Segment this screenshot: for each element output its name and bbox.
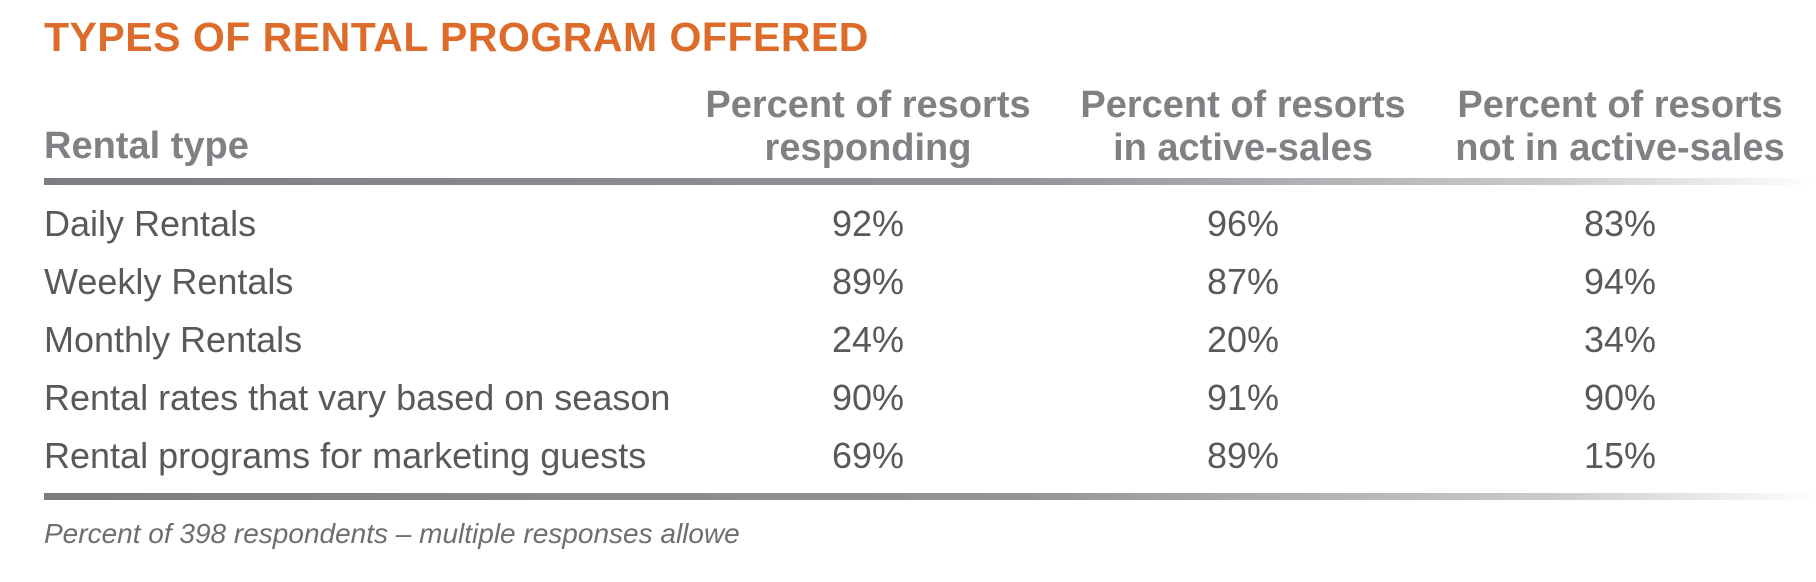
footer-divider [44,493,1816,500]
column-header-rental-type: Rental type [44,125,249,167]
value-responding: 69% [831,435,905,476]
header-divider [44,178,1816,185]
value-responding: 24% [831,319,905,360]
table-row: Rental programs for marketing guests 69%… [0,432,1816,490]
value-active-sales: 20% [1206,319,1280,360]
value-active-sales: 91% [1206,377,1280,418]
column-header-active-sales: Percent of resorts in active-sales [1053,84,1433,170]
column-header-not-active-sales-line1: Percent of resorts [1457,84,1783,126]
value-not-active-sales: 15% [1583,435,1657,476]
value-responding: 89% [831,261,905,302]
value-active-sales: 96% [1206,203,1280,244]
column-header-responding-line2: responding [764,127,972,169]
value-not-active-sales: 34% [1583,319,1657,360]
value-not-active-sales: 94% [1583,261,1657,302]
column-header-not-active-sales: Percent of resorts not in active-sales [1430,84,1810,170]
row-label: Weekly Rentals [44,261,294,302]
table-row: Weekly Rentals 89% 87% 94% [0,258,1816,316]
column-header-active-sales-line2: in active-sales [1113,127,1373,169]
value-responding: 92% [831,203,905,244]
column-header-not-active-sales-line2: not in active-sales [1455,127,1785,169]
row-label: Rental rates that vary based on season [44,377,671,418]
table-row: Monthly Rentals 24% 20% 34% [0,316,1816,374]
column-header-responding-line1: Percent of resorts [705,84,1031,126]
table-row: Daily Rentals 92% 96% 83% [0,200,1816,258]
value-responding: 90% [831,377,905,418]
page-title: TYPES OF RENTAL PROGRAM OFFERED [44,14,869,60]
column-header-active-sales-line1: Percent of resorts [1080,84,1406,126]
value-active-sales: 89% [1206,435,1280,476]
row-label: Daily Rentals [44,203,257,244]
footnote: Percent of 398 respondents – multiple re… [44,518,740,549]
value-not-active-sales: 83% [1583,203,1657,244]
row-label: Rental programs for marketing guests [44,435,647,476]
table-row: Rental rates that vary based on season 9… [0,374,1816,432]
value-not-active-sales: 90% [1583,377,1657,418]
row-label: Monthly Rentals [44,319,303,360]
table-body: Daily Rentals 92% 96% 83% Weekly Rentals… [0,200,1816,490]
column-header-responding: Percent of resorts responding [678,84,1058,170]
value-active-sales: 87% [1206,261,1280,302]
